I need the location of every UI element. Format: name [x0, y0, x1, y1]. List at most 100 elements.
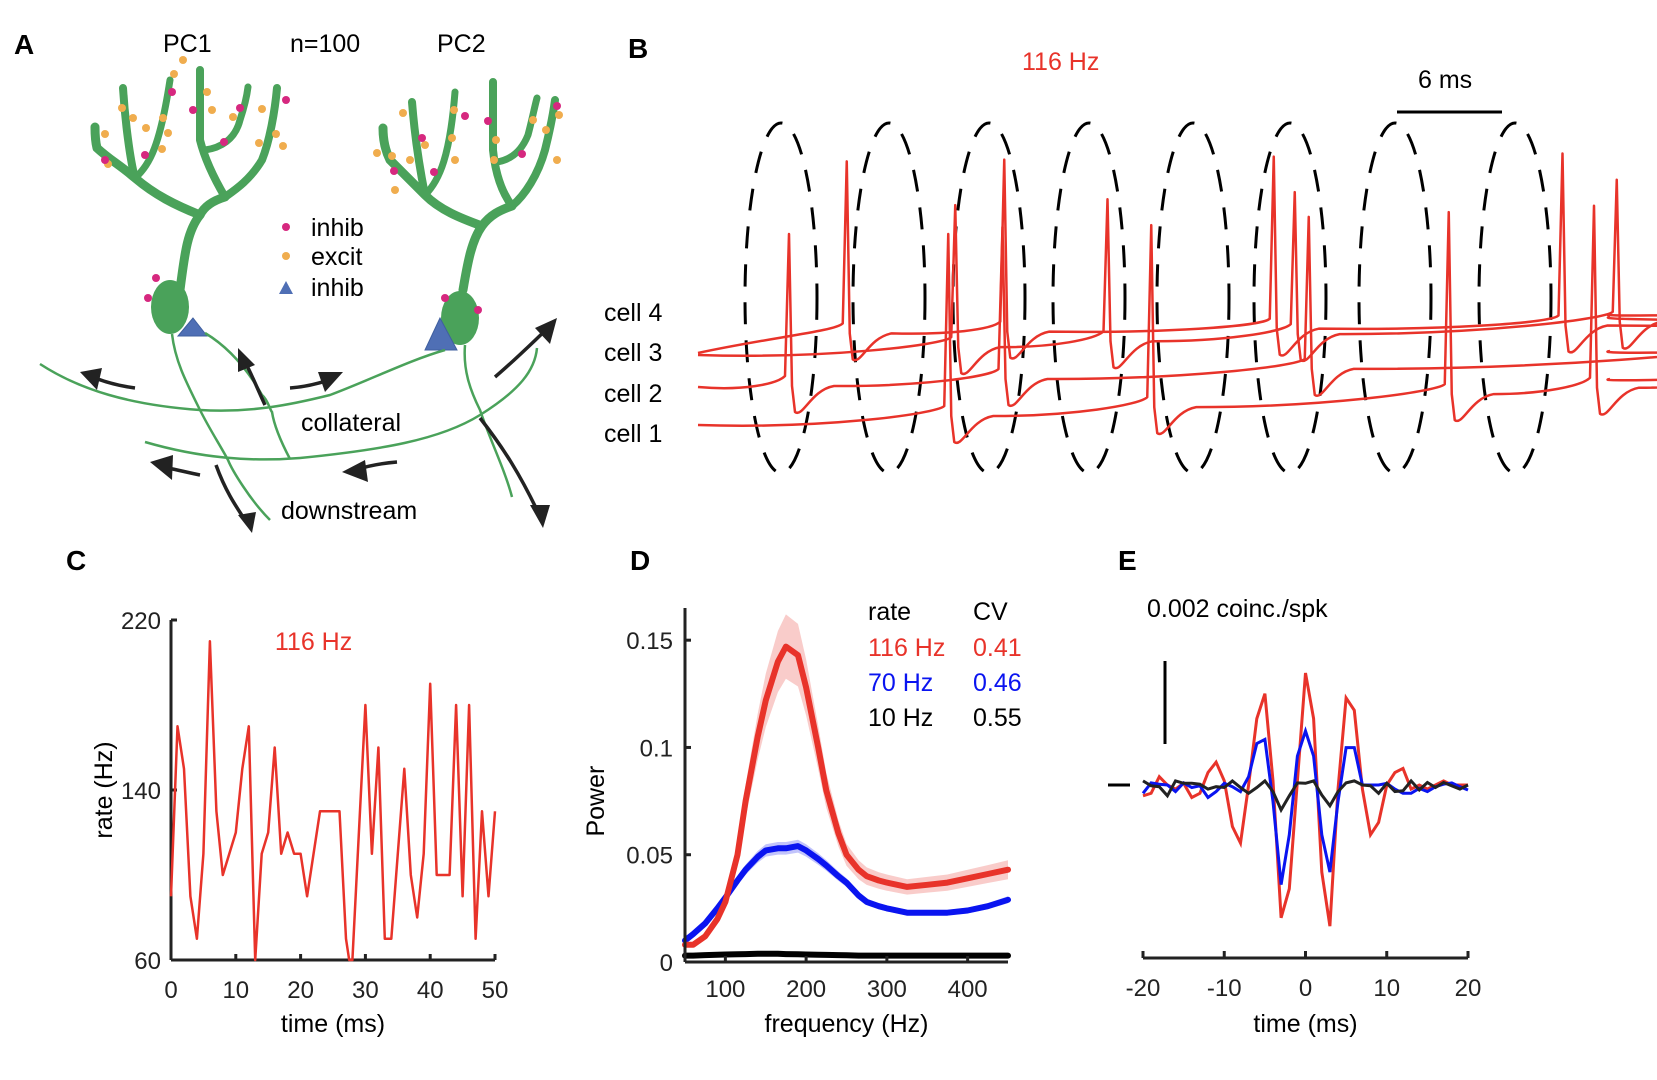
excit-synapse-dot [555, 111, 563, 119]
x-tick-label: 0 [1299, 975, 1312, 1002]
x-axis-label: time (ms) [1253, 1010, 1357, 1038]
arrowhead-icon [238, 512, 256, 533]
arrow-up-right-icon [493, 326, 550, 379]
pc2-dendrites [378, 78, 559, 295]
inhib-synapse-dot [461, 112, 469, 120]
chart-title: 0.002 coinc./spk [1147, 595, 1328, 623]
arrow-down-left-icon [214, 464, 247, 521]
y-tick-label: 0.05 [626, 843, 673, 870]
inhib-synapse-dot [168, 88, 176, 96]
pc1-inhib-synapse-icon [176, 317, 209, 337]
panel-b-rate-label: 116 Hz [1022, 48, 1099, 76]
arrowhead-icon [318, 372, 343, 392]
downstream-label: downstream [281, 497, 417, 525]
x-axis-label: time (ms) [281, 1010, 385, 1038]
y-tick-label: 140 [121, 778, 161, 805]
pc1-label: PC1 [163, 30, 212, 58]
excit-synapse-dot [490, 156, 498, 164]
voltage-traces [697, 152, 1657, 445]
excit-synapse-dot [399, 109, 407, 117]
x-tick-label: -20 [1126, 975, 1161, 1002]
excit-synapse-dot [388, 152, 396, 160]
arrowhead-icon [342, 460, 368, 482]
arrow-up-collateral-icon [243, 361, 267, 406]
panel-a: A PC1 n=100 PC2 [14, 29, 563, 533]
excit-synapse-dot [529, 116, 537, 124]
synchrony-window-ellipse [1357, 121, 1433, 475]
excit-synapse-dot [229, 113, 237, 121]
legend-cv: 0.46 [973, 669, 1022, 697]
excit-synapse-dot [451, 156, 459, 164]
inhib-synapse-dot [189, 106, 197, 114]
inhib-synapse-dot [390, 167, 398, 175]
excit-synapse-dot [553, 156, 561, 164]
synchrony-windows [743, 121, 1553, 475]
legend-cv: 0.55 [973, 704, 1022, 732]
excit-synapse-dot [373, 149, 381, 157]
legend-inhib-label: inhib [311, 214, 364, 242]
legend-header-rate: rate [868, 598, 911, 626]
chart-title: 116 Hz [275, 628, 352, 656]
pc2-synapse-dots [373, 102, 563, 314]
y-tick-label: 60 [134, 948, 161, 975]
panel-e: E 0.002 coinc./spk -20 -10 0 10 20 time (ms) [1108, 545, 1481, 1038]
synchrony-window-ellipse [1051, 121, 1127, 475]
panel-label-e: E [1118, 545, 1137, 576]
excit-synapse-dot [391, 186, 399, 194]
x-tick-label: 100 [705, 976, 745, 1003]
x-tick-label: 40 [417, 977, 444, 1004]
voltage-trace-cell-2 [697, 215, 1657, 415]
x-tick-label: 200 [786, 976, 826, 1003]
arrowhead-icon [535, 318, 557, 344]
x-tick-label: 10 [1373, 975, 1400, 1002]
voltage-trace-cell-1 [697, 204, 1657, 445]
legend-cv: 0.41 [973, 634, 1022, 662]
power-spectrum-plot: 100 200 300 400 0 0.05 0.1 0.15 frequency (Hz) Po… [582, 598, 1022, 1038]
y-tick-label: 0.15 [626, 628, 673, 655]
excit-synapse-dot [159, 114, 167, 122]
arrowhead-icon [238, 348, 255, 372]
x-tick-label: 0 [164, 977, 177, 1004]
cell-label-1: cell 1 [604, 420, 662, 448]
excit-synapse-dot [255, 139, 263, 147]
cell-label-2: cell 2 [604, 380, 662, 408]
collateral-label: collateral [301, 409, 401, 437]
arrow-left-upper-icon [94, 376, 136, 390]
inhib-dot-icon [282, 223, 290, 231]
excit-dot-icon [282, 252, 290, 260]
x-axis-label: frequency (Hz) [765, 1010, 929, 1038]
legend-excit-label: excit [311, 243, 362, 271]
inhib-synapse-dot [236, 104, 244, 112]
axons [39, 331, 539, 521]
arrow-left-bottom-icon [167, 466, 201, 477]
inhib-synapse-dot [282, 96, 290, 104]
legend-rate: 70 Hz [868, 669, 933, 697]
legend-inhib2-label: inhib [311, 274, 364, 302]
excit-synapse-dot [179, 56, 187, 64]
excit-synapse-dot [101, 130, 109, 138]
excit-synapse-dot [203, 88, 211, 96]
panel-c: C 0 10 20 30 40 50 60 140 220 time (ms) rate (Hz) 1… [66, 545, 508, 1038]
correlogram-series-line [1142, 778, 1469, 814]
scalebar-label: 6 ms [1418, 66, 1472, 94]
arrow-down-right-icon [478, 416, 539, 511]
excit-synapse-dot [170, 70, 178, 78]
x-tick-label: -10 [1207, 975, 1242, 1002]
inhib-synapse-dot [474, 306, 482, 314]
excit-synapse-dot [258, 105, 266, 113]
excit-synapse-dot [164, 129, 172, 137]
inhib-synapse-dot [144, 294, 152, 302]
y-axis-label: rate (Hz) [90, 741, 118, 838]
synchrony-window-ellipse [1252, 121, 1328, 475]
inhib-synapse-dot [220, 138, 228, 146]
voltage-trace-cell-3 [697, 178, 1657, 376]
cell-label-4: cell 4 [604, 299, 662, 327]
synchrony-window-ellipse [1477, 121, 1553, 475]
x-tick-label: 30 [352, 977, 379, 1004]
inhib-synapse-dot [101, 156, 109, 164]
excit-synapse-dot [129, 114, 137, 122]
arrowhead-icon [530, 505, 550, 528]
cross-correlogram-plot: 0.002 coinc./spk -20 -10 0 10 20 time (ms) [1108, 595, 1481, 1038]
y-axis-label: Power [582, 766, 610, 837]
power-series-line [682, 643, 1011, 948]
